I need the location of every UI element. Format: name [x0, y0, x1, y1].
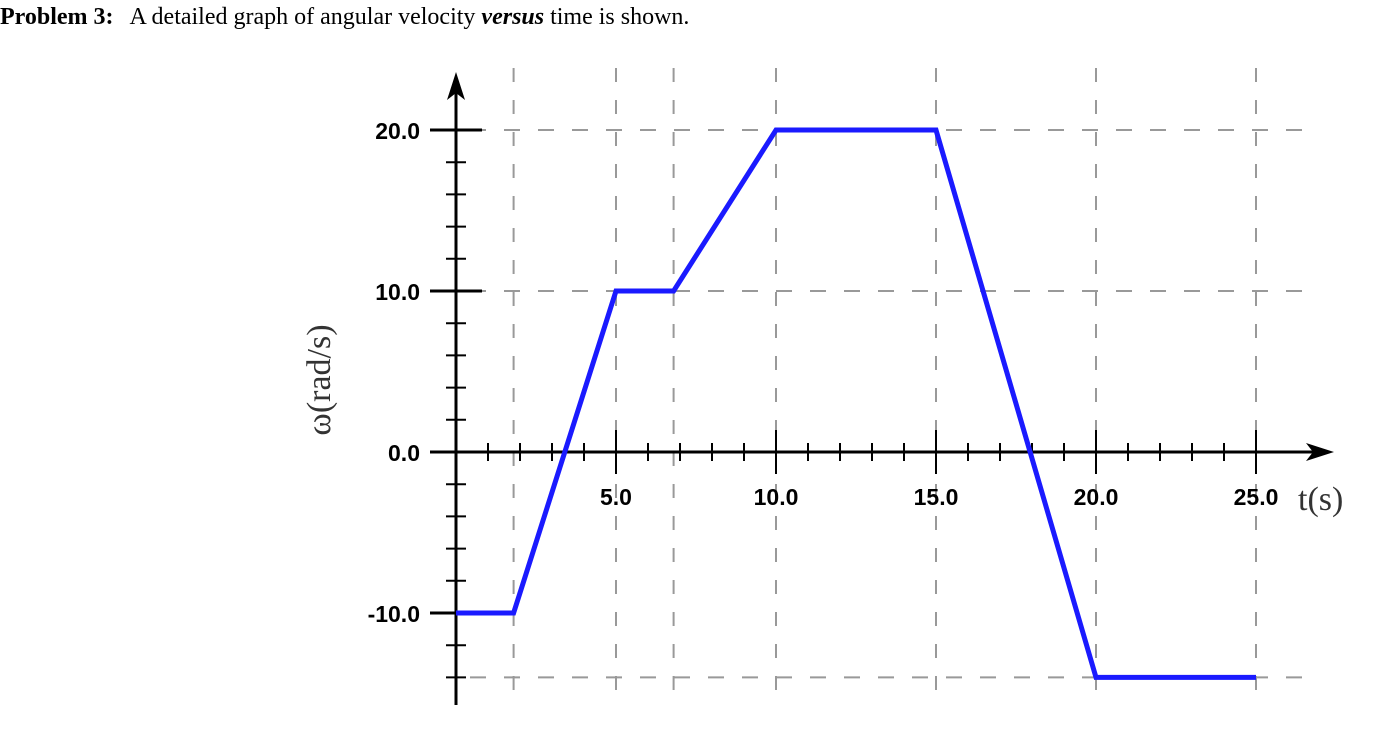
velocity-series-line: [456, 127, 1256, 680]
axes: [430, 72, 1334, 705]
problem-text-after: time is shown.: [544, 4, 690, 30]
x-axis-arrow: [1306, 443, 1334, 461]
y-tick-label: -10.0: [368, 601, 420, 627]
x-tick-label: 10.0: [754, 484, 799, 510]
y-tick-label: 0.0: [388, 440, 420, 466]
x-tick-label: 5.0: [600, 484, 632, 510]
y-tick-label: 10.0: [375, 279, 420, 305]
problem-text-italic: versus: [481, 4, 545, 30]
y-tick-label: 20.0: [375, 118, 420, 144]
x-tick-label: 15.0: [914, 484, 959, 510]
x-tick-label: 25.0: [1234, 484, 1279, 510]
problem-number: Problem 3:: [0, 4, 114, 30]
x-tick-label: 20.0: [1074, 484, 1119, 510]
problem-text-before: A detailed graph of angular velocity: [129, 4, 482, 30]
series-layer: [455, 127, 1257, 680]
problem-statement: Problem 3: A detailed graph of angular ve…: [0, 4, 689, 31]
y-axis-arrow: [447, 72, 465, 100]
tick-labels: -10.0 0.0 10.0 20.0 5.0 10.0 15.0 20.0 25.0: [368, 118, 1279, 627]
x-axis-label: t(s): [1298, 481, 1343, 518]
y-axis-label: ω(rad/s): [301, 324, 338, 435]
grid: [470, 68, 1310, 700]
